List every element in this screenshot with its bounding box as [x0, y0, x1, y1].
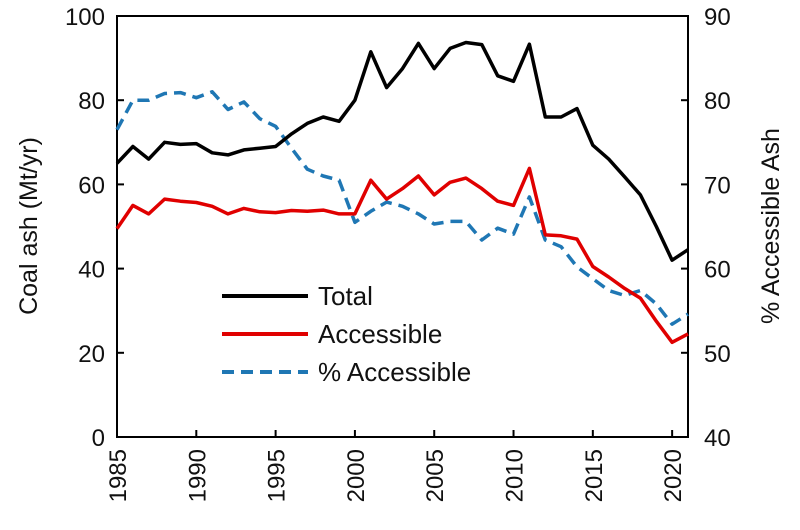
legend-label-pct-accessible: % Accessible — [318, 357, 471, 387]
y-tick-label: 0 — [92, 425, 105, 452]
y-tick-label: 60 — [78, 172, 105, 199]
y-tick-label: 40 — [78, 257, 105, 284]
y2-tick-label: 70 — [704, 172, 731, 199]
x-tick-label: 2010 — [502, 449, 529, 502]
y-tick-label: 20 — [78, 341, 105, 368]
y-tick-label: 100 — [65, 4, 105, 31]
x-tick-label: 1985 — [105, 449, 132, 502]
x-tick-label: 2000 — [343, 449, 370, 502]
y2-axis-title: % Accessible Ash — [757, 128, 785, 324]
y-axis-title: Coal ash (Mt/yr) — [15, 137, 43, 315]
x-tick-label: 1995 — [264, 449, 291, 502]
series-line-total — [115, 40, 689, 262]
series-line-accessible — [115, 166, 689, 345]
y2-tick-label: 80 — [704, 88, 731, 115]
y2-tick-label: 90 — [704, 4, 731, 31]
x-tick-label: 2005 — [422, 449, 449, 502]
series-layer — [115, 40, 689, 345]
y2-tick-label: 60 — [704, 257, 731, 284]
y2-tick-label: 40 — [704, 425, 731, 452]
y-tick-label: 80 — [78, 88, 105, 115]
legend: Total Accessible % Accessible — [222, 281, 471, 387]
legend-label-total: Total — [318, 281, 373, 311]
legend-label-accessible: Accessible — [318, 319, 442, 349]
tick-layer: 0 20 40 60 80 100 40 50 60 70 80 90 1985 1990 1995 2000… — [65, 4, 731, 502]
x-tick-label: 1990 — [184, 449, 211, 502]
series-line-pct-accessible — [115, 90, 689, 326]
y2-tick-label: 50 — [704, 341, 731, 368]
x-tick-label: 2015 — [581, 449, 608, 502]
x-tick-label: 2020 — [660, 449, 687, 502]
